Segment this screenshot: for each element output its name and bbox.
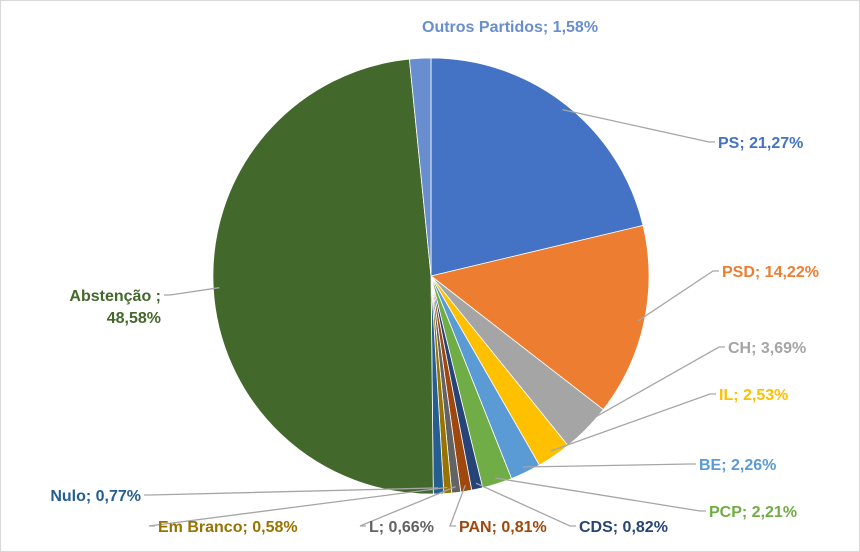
data-label-il: IL; 2,53% bbox=[719, 387, 788, 404]
data-label-ch: CH; 3,69% bbox=[728, 340, 806, 357]
pie-slice-outros-partidos bbox=[408, 57, 432, 277]
data-labels: PS; 21,27% PSD; 14,22% CH; 3,69% IL; 2,53% B… bbox=[50, 19, 819, 536]
leader-line-ps bbox=[562, 108, 715, 143]
leader-line-abstencao bbox=[164, 287, 220, 296]
leader-line-nulo bbox=[144, 487, 439, 496]
leader-line-l bbox=[359, 485, 456, 527]
pie-slice-abstencao bbox=[212, 58, 434, 495]
data-label-line: 48,58% bbox=[107, 310, 161, 327]
leader-line-be bbox=[523, 463, 696, 468]
leader-line-il bbox=[550, 393, 716, 452]
pie-slice-ps bbox=[430, 57, 644, 277]
leader-line-psd bbox=[637, 270, 719, 322]
pie-slice-psd bbox=[430, 224, 650, 411]
pie-slices bbox=[212, 57, 650, 495]
leader-line-pcp bbox=[495, 477, 706, 512]
data-label-cds: CDS; 0,82% bbox=[579, 519, 668, 536]
leader-line-cds bbox=[475, 482, 576, 527]
data-label-outros-partidos: Outros Partidos; 1,58% bbox=[422, 19, 598, 36]
data-label-be: BE; 2,26% bbox=[699, 457, 776, 474]
leader-line-ch bbox=[582, 346, 725, 425]
data-label-pan: PAN; 0,81% bbox=[459, 519, 547, 536]
data-label-ps: PS; 21,27% bbox=[718, 135, 803, 152]
data-label-nulo: Nulo; 0,77% bbox=[50, 488, 141, 505]
data-label-l: L; 0,66% bbox=[369, 519, 434, 536]
data-label-em-branco: Em Branco; 0,58% bbox=[158, 519, 298, 536]
leader-line-em-branco bbox=[148, 486, 448, 527]
data-label-psd: PSD; 14,22% bbox=[722, 264, 819, 281]
data-label-line: Abstenção ; bbox=[69, 288, 161, 305]
data-label-abstencao: Abstenção ; 48,58% bbox=[69, 288, 161, 327]
data-label-pcp: PCP; 2,21% bbox=[709, 504, 797, 521]
leader-lines bbox=[144, 108, 725, 527]
leader-line-pan bbox=[449, 484, 466, 527]
